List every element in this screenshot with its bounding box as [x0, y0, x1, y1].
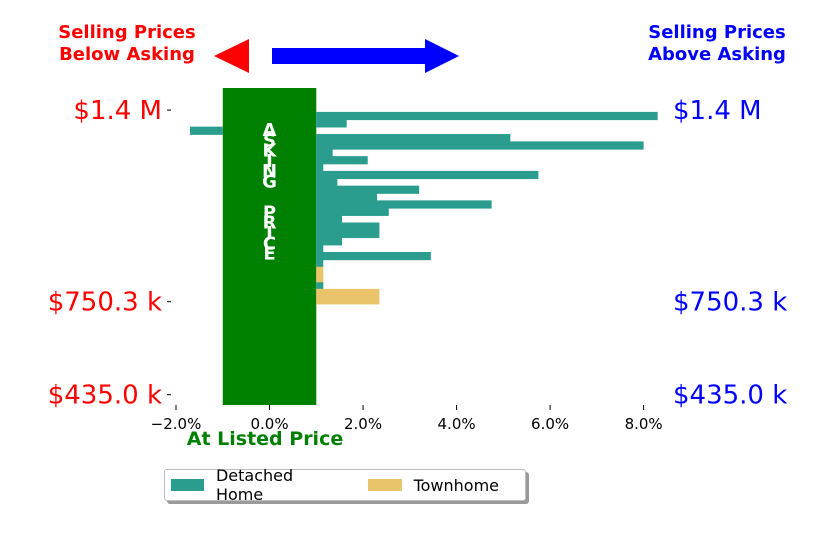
- arrow-left-icon: [214, 39, 249, 73]
- legend-label-townhome: Townhome: [413, 475, 499, 495]
- bar-detached-4: [316, 141, 644, 150]
- x-axis: −2.0% 0.0% 2.0% 4.0% 6.0% 8.0%: [151, 405, 663, 433]
- y-tick-label-left-0: $435.0 k: [48, 381, 162, 411]
- legend-swatch-detached: [171, 479, 204, 491]
- x-axis-label: At Listed Price: [187, 428, 343, 450]
- bar-townhome-1: [316, 274, 324, 283]
- legend-item-townhome: Townhome: [367, 475, 499, 495]
- bar-townhome-2: [316, 288, 380, 298]
- x-tick-label-1: 0.0%: [250, 415, 288, 433]
- bar-detached-11: [316, 193, 378, 202]
- band-letter-5: G: [262, 172, 277, 193]
- y-tick-label-left-1: $750.3 k: [48, 288, 162, 318]
- bar-detached-3: [316, 134, 511, 143]
- bar-detached-21: [316, 281, 324, 290]
- band-letter-11: C: [263, 233, 276, 254]
- bar-detached-13: [316, 207, 389, 216]
- y-tick-label-right-1: $750.3 k: [673, 288, 787, 318]
- bar-detached-18: [316, 244, 324, 253]
- y-tick-label-right-2: $1.4 M: [673, 96, 762, 126]
- x-tick-label-4: 6.0%: [531, 415, 569, 433]
- bar-detached-15: [316, 222, 380, 231]
- header-right-line1: Selling Prices: [648, 22, 785, 43]
- y-axis-left: $435.0 k $750.3 k $1.4 M: [48, 96, 171, 411]
- y-tick-label-right-0: $435.0 k: [673, 381, 787, 411]
- arrow-right-icon: [272, 39, 459, 73]
- bar-detached-6: [316, 156, 368, 165]
- legend-label-detached: Detached Home: [215, 466, 294, 504]
- x-tick-label-5: 8.0%: [625, 415, 663, 433]
- x-tick-label-2: 2.0%: [344, 415, 382, 433]
- bar-detached-0: [316, 111, 658, 121]
- bar-detached-10: [316, 185, 420, 194]
- band-letter-1: S: [263, 130, 276, 151]
- band-letter-8: P: [263, 202, 276, 223]
- bar-detached-8: [316, 170, 539, 180]
- bar-detached-7: [316, 163, 324, 172]
- bar-detached-2: [190, 126, 223, 135]
- bar-detached-12: [316, 200, 492, 209]
- legend: Detached Home Townhome: [164, 466, 526, 504]
- bars-group: [190, 111, 658, 305]
- header-left-line2: Below Asking: [59, 44, 195, 65]
- band-letter-0: A: [263, 120, 277, 141]
- bar-detached-16: [316, 229, 380, 239]
- band-letter-4: N: [262, 161, 277, 182]
- bar-detached-17: [316, 237, 343, 246]
- y-axis-right: $435.0 k $750.3 k $1.4 M: [673, 96, 787, 411]
- bar-townhome-3: [316, 296, 380, 305]
- bar-detached-9: [316, 178, 338, 187]
- bar-detached-14: [316, 215, 343, 224]
- x-tick-label-3: 4.0%: [438, 415, 476, 433]
- bar-detached-19: [316, 251, 431, 261]
- y-tick-label-left-2: $1.4 M: [73, 96, 162, 126]
- bar-townhome-0: [316, 266, 324, 275]
- band-letter-9: R: [263, 213, 277, 234]
- bar-detached-1: [316, 119, 347, 128]
- band-letter-10: I: [266, 223, 273, 244]
- bar-detached-20: [316, 259, 324, 268]
- x-tick-label-0: −2.0%: [151, 415, 202, 433]
- band-letter-3: I: [266, 151, 273, 172]
- band-letter-12: E: [263, 244, 275, 265]
- legend-item-detached: Detached Home: [171, 466, 342, 504]
- asking-price-band: [222, 88, 317, 405]
- header-right-line2: Above Asking: [648, 44, 786, 65]
- legend-swatch-townhome: [367, 479, 402, 491]
- header-left-line1: Selling Prices: [58, 22, 195, 43]
- band-letter-2: K: [263, 141, 278, 162]
- bar-detached-5: [316, 148, 333, 157]
